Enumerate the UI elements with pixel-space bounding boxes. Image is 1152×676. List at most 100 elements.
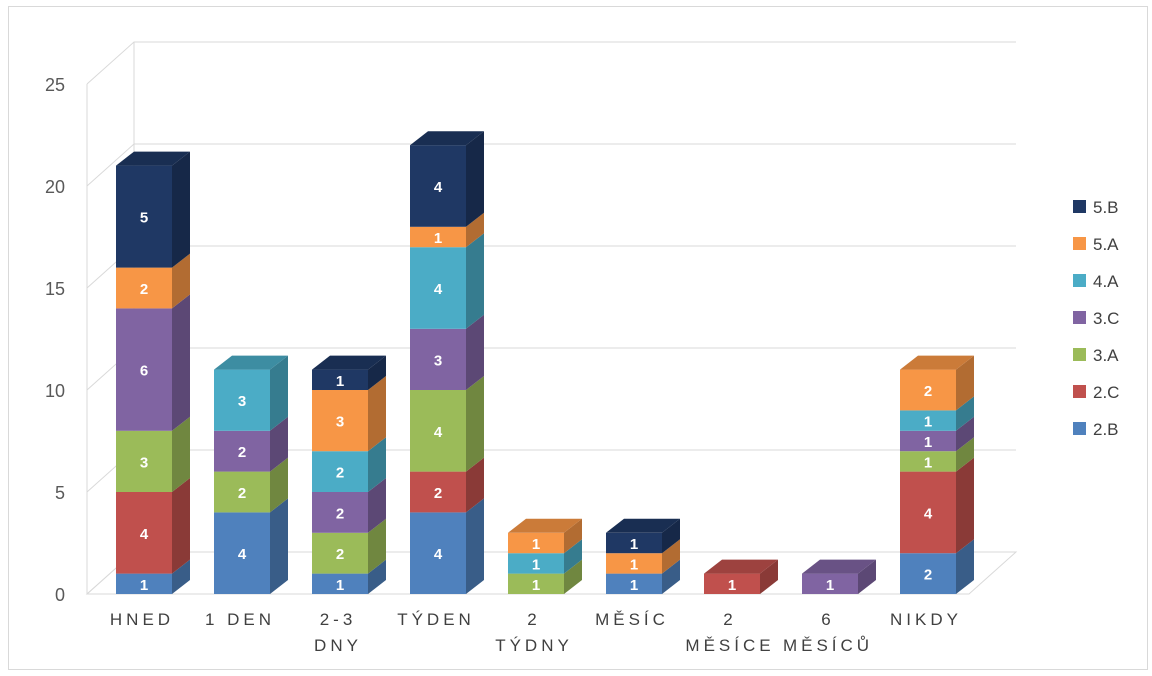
- data-label: 6: [140, 363, 148, 380]
- data-label: 2: [238, 485, 246, 502]
- bar-side-2.C: [172, 478, 190, 574]
- bar-stack: 1: [802, 559, 876, 594]
- data-label: 1: [826, 577, 834, 594]
- legend-item: 2.B: [1073, 420, 1119, 439]
- bar-top-5.A: [508, 518, 582, 533]
- bar-segment-5.A: [900, 369, 956, 411]
- bar-segment-2.C: [900, 471, 956, 554]
- y-tick-label: 10: [45, 381, 65, 401]
- bar-side-4.A: [956, 396, 974, 431]
- bar-side-4.A: [270, 355, 288, 431]
- bar-side-5.A: [368, 376, 386, 452]
- data-label: 1: [630, 536, 638, 553]
- bar-side-2.C: [760, 559, 778, 594]
- bar-stack: 1 1 1: [508, 518, 582, 594]
- bar-top-3.C: [802, 559, 876, 574]
- gridline: [86, 41, 1016, 85]
- legend-label: 3.C: [1093, 309, 1119, 328]
- legend-swatch: [1073, 274, 1086, 287]
- x-tick-label: 6: [821, 610, 834, 629]
- bar-side-3.C: [858, 559, 876, 594]
- bar-segment-2.B: [410, 512, 466, 594]
- bar-side-2.C: [466, 457, 484, 513]
- bar-side-2.B: [172, 559, 190, 594]
- bar-side-2.B: [368, 559, 386, 594]
- bar-side-3.A: [172, 416, 190, 492]
- x-tick-label: DNY: [314, 636, 362, 655]
- data-label: 1: [728, 577, 736, 594]
- x-tick-label: NIKDY: [890, 610, 962, 629]
- bar-segment-3.C: [900, 430, 956, 452]
- data-label: 1: [630, 556, 638, 573]
- bar-segment-2.B: [214, 512, 270, 594]
- y-tick-label: 0: [55, 585, 65, 605]
- bar-stack: 4 2 2 3: [214, 355, 288, 594]
- data-label: 4: [434, 179, 443, 196]
- bar-stack: 2 4 1 1 1 2: [900, 355, 974, 594]
- data-label: 2: [434, 485, 442, 502]
- x-tick-label: MĚSÍCŮ: [783, 636, 873, 655]
- bar-side-5.B: [662, 518, 680, 554]
- bar-side-4.A: [466, 233, 484, 329]
- y-tick-label: 25: [45, 75, 65, 95]
- data-label: 1: [336, 373, 344, 390]
- bar-side-3.A: [368, 518, 386, 574]
- bar-side-3.A: [270, 457, 288, 513]
- bar-top-4.A: [214, 355, 288, 370]
- bar-side-3.C: [270, 416, 288, 472]
- bar-segment-2.B: [116, 573, 172, 594]
- x-tick-label: TÝDEN: [397, 610, 475, 629]
- bar-segment-4.A: [508, 553, 564, 574]
- legend-item: 2.C: [1073, 383, 1119, 402]
- bar-segment-3.A: [410, 390, 466, 472]
- x-tick-label: 2: [527, 610, 540, 629]
- data-label: 2: [924, 567, 932, 584]
- bar-side-5.B: [466, 131, 484, 227]
- bar-segment-3.A: [214, 471, 270, 513]
- x-tick-label: TÝDNY: [495, 636, 573, 655]
- legend-label: 5.A: [1093, 235, 1119, 254]
- bar-top-2.C: [704, 559, 778, 574]
- data-label: 4: [140, 526, 149, 543]
- bar-side-5.A: [172, 253, 190, 309]
- data-label: 4: [434, 546, 443, 563]
- bar-side-3.A: [466, 376, 484, 472]
- x-tick-label: 1 DEN: [205, 610, 275, 629]
- bar-segment-4.A: [312, 451, 368, 492]
- data-label: 2: [336, 546, 344, 563]
- bar-segment-4.A: [410, 247, 466, 329]
- bar-side-3.C: [956, 416, 974, 452]
- bar-segment-5.A: [312, 390, 368, 452]
- legend-label: 4.A: [1093, 272, 1119, 291]
- bar-segment-3.A: [116, 430, 172, 492]
- legend-swatch: [1073, 385, 1086, 398]
- legend-label: 5.B: [1093, 198, 1119, 217]
- x-axis-category-labels: HNED 1 DEN 2-3 DNY TÝDEN 2 TÝDNY MĚSÍC 2 MĚSÍCE 6 M…: [110, 610, 962, 655]
- data-label: 1: [532, 556, 540, 573]
- bar-stack: 1 1 1: [606, 518, 680, 594]
- data-label: 1: [630, 577, 638, 594]
- bar-segment-5.A: [116, 267, 172, 309]
- legend-item: 3.A: [1073, 346, 1119, 365]
- bar-top-5.A: [900, 355, 974, 370]
- data-label: 3: [238, 393, 246, 410]
- data-label: 2: [336, 505, 344, 522]
- bar-stack: 1: [704, 559, 778, 594]
- bar-side-3.C: [368, 478, 386, 533]
- data-label: 1: [336, 577, 344, 594]
- bar-segment-2.B: [606, 573, 662, 594]
- bar-segment-4.A: [214, 369, 270, 431]
- data-label: 2: [238, 444, 246, 461]
- bar-side-2.B: [662, 559, 680, 594]
- bar-segment-2.C: [704, 573, 760, 594]
- data-label: 5: [140, 210, 148, 227]
- data-label: 1: [924, 454, 932, 471]
- data-label: 1: [924, 414, 932, 431]
- legend-swatch: [1073, 311, 1086, 324]
- x-tick-label: MĚSÍC: [595, 610, 669, 629]
- legend-label: 2.C: [1093, 383, 1119, 402]
- bar-segment-3.C: [410, 328, 466, 390]
- bar-segment-2.C: [116, 492, 172, 574]
- data-label: 1: [434, 230, 442, 247]
- bar-segment-5.A: [410, 226, 466, 248]
